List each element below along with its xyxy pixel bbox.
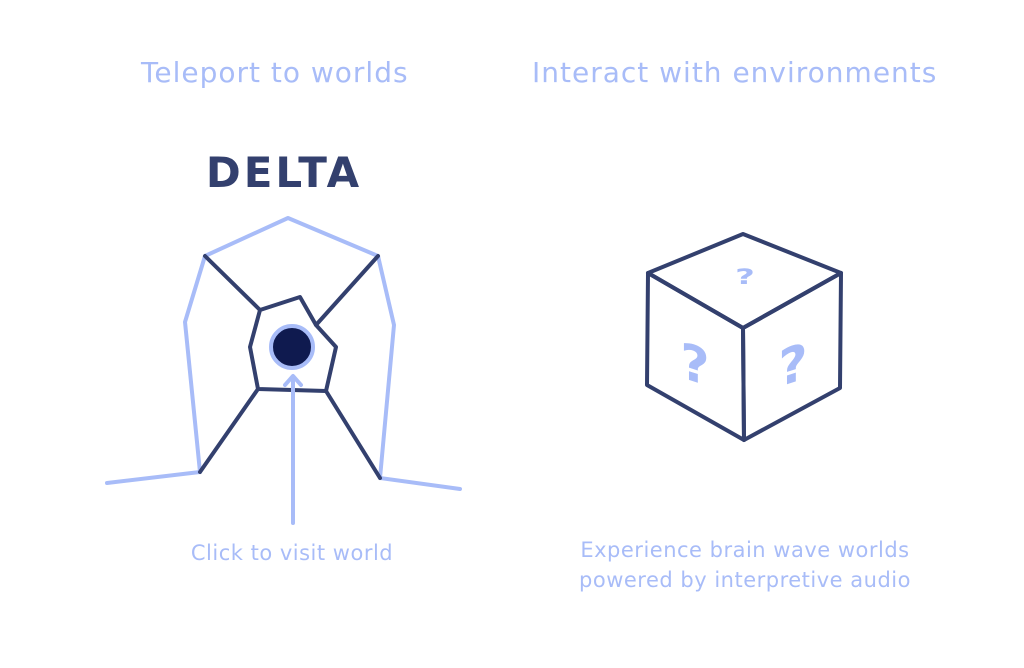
portal-spoke-bottom-right — [324, 389, 382, 480]
mystery-cube-icon — [645, 232, 843, 442]
world-orb-icon — [269, 324, 315, 370]
cube-right-glyph: ? — [778, 332, 807, 400]
portal-ground-right — [378, 476, 462, 491]
experience-description: Experience brain wave worlds powered by … — [540, 535, 950, 595]
visit-world-link[interactable]: Click to visit world — [190, 541, 394, 565]
portal-spoke-top-left — [203, 254, 262, 312]
cube-question-marks: ? ? ? — [680, 265, 807, 400]
portal-spoke-bottom-left — [198, 387, 260, 474]
world-name: DELTA — [205, 148, 363, 197]
cube-left-glyph: ? — [680, 331, 709, 399]
experience-line-1: Experience brain wave worlds — [580, 538, 910, 562]
cube-right-face — [741, 271, 843, 442]
arrow-up-icon — [283, 374, 303, 525]
cube-top-glyph: ? — [735, 265, 755, 290]
teleport-heading: Teleport to worlds — [141, 56, 409, 89]
portal-spoke-top-right — [314, 254, 380, 327]
interact-heading: Interact with environments — [532, 56, 938, 89]
portal-inner-frame — [248, 295, 338, 393]
portal-ground-left — [105, 470, 202, 485]
portal-outer-frame — [183, 216, 396, 480]
world-orb-button[interactable] — [269, 324, 315, 370]
experience-line-2: powered by interpretive audio — [579, 568, 911, 592]
portal-tunnel-icon — [105, 216, 462, 491]
